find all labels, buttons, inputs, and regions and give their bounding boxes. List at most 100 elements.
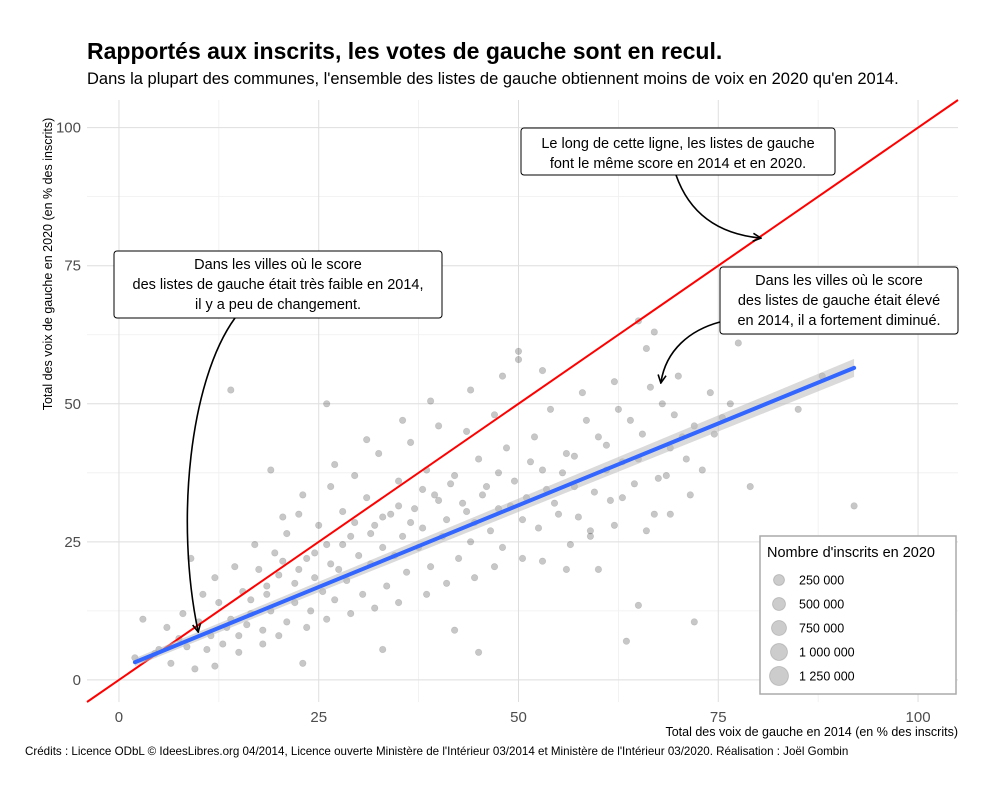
data-point	[299, 491, 307, 499]
data-point	[638, 430, 647, 438]
data-point	[586, 527, 595, 535]
data-point	[315, 521, 323, 529]
data-point	[574, 513, 583, 521]
data-point	[351, 518, 359, 527]
data-point	[375, 449, 383, 458]
data-point	[299, 659, 307, 667]
data-point	[459, 499, 467, 507]
data-point	[538, 466, 547, 474]
data-point	[658, 400, 666, 408]
data-point	[482, 483, 491, 491]
data-point	[650, 510, 658, 518]
data-point	[255, 565, 263, 574]
data-point	[451, 626, 459, 634]
data-point	[235, 632, 243, 640]
data-point	[379, 645, 387, 654]
data-point	[435, 496, 443, 505]
x-tick-label: 100	[906, 709, 931, 726]
data-point	[407, 518, 415, 527]
data-point	[323, 400, 331, 408]
data-point	[634, 601, 643, 609]
data-point	[259, 640, 267, 648]
data-point	[291, 579, 299, 587]
data-point	[139, 615, 147, 623]
data-point	[399, 416, 407, 424]
annotation-arrow-left	[186, 317, 236, 631]
data-point	[267, 466, 275, 474]
annotation-text: des listes de gauche était élevé	[738, 293, 940, 309]
data-point	[167, 659, 175, 667]
data-point	[263, 582, 271, 590]
legend-marker	[771, 620, 787, 636]
data-point	[706, 389, 714, 397]
data-point	[339, 507, 347, 516]
data-point	[443, 579, 451, 587]
data-point	[498, 372, 507, 380]
data-point	[570, 452, 579, 460]
data-point	[514, 347, 523, 355]
data-point	[562, 565, 571, 574]
chart-subtitle: Dans la plupart des communes, l'ensemble…	[87, 70, 899, 88]
data-point	[339, 540, 347, 549]
data-point	[283, 618, 291, 626]
data-point	[478, 491, 487, 499]
data-point	[726, 400, 734, 408]
annotation-text: il y a peu de changement.	[195, 297, 361, 313]
data-point	[371, 604, 379, 612]
data-point	[363, 436, 371, 444]
data-point	[387, 510, 395, 518]
data-point	[606, 496, 615, 505]
data-point	[690, 618, 698, 626]
data-point	[395, 598, 403, 607]
data-point	[231, 563, 239, 571]
data-point	[630, 480, 639, 488]
data-point	[475, 648, 483, 656]
data-point	[431, 491, 439, 499]
data-point	[530, 433, 539, 441]
data-point	[610, 378, 619, 386]
data-point	[355, 551, 363, 560]
data-point	[263, 590, 271, 598]
data-point	[399, 532, 407, 540]
data-point	[235, 648, 243, 656]
data-point	[494, 469, 503, 477]
legend-label: 500 000	[799, 598, 844, 612]
data-point	[203, 645, 211, 654]
data-point	[514, 356, 523, 364]
data-point	[642, 527, 651, 535]
annotation-text: Dans les villes où le score	[194, 257, 362, 273]
y-tick-label: 75	[64, 258, 81, 275]
data-point	[467, 386, 475, 394]
data-point	[463, 507, 471, 516]
data-point	[379, 513, 387, 521]
annotation-identity-line: Le long de cette ligne, les listes de ga…	[520, 127, 836, 176]
legend: Nombre d'inscrits en 2020 250 000 500 000…	[759, 535, 957, 695]
legend-marker	[772, 597, 786, 611]
data-point	[323, 540, 331, 549]
legend-marker	[773, 574, 785, 586]
legend-title: Nombre d'inscrits en 2020	[767, 545, 935, 561]
data-point	[367, 529, 375, 538]
data-point	[295, 565, 303, 574]
data-point	[351, 472, 359, 480]
data-point	[582, 416, 591, 424]
annotation-low-score: Dans les villes où le score des listes d…	[113, 250, 443, 319]
data-point	[502, 444, 511, 452]
data-point	[347, 532, 355, 540]
annotation-text: en 2014, il a fortement diminué.	[737, 313, 940, 329]
data-point	[211, 662, 219, 670]
data-point	[578, 389, 587, 397]
data-point	[622, 637, 631, 645]
chart-title: Rapportés aux inscrits, les votes de gau…	[87, 38, 723, 64]
annotation-arrow-right	[661, 321, 721, 382]
data-point	[395, 502, 403, 510]
legend-label: 1 000 000	[799, 646, 855, 660]
data-point	[443, 516, 451, 524]
data-point	[650, 328, 658, 336]
data-point	[395, 477, 403, 485]
data-point	[463, 427, 471, 436]
legend-label: 250 000	[799, 574, 844, 588]
data-point	[407, 438, 415, 447]
x-tick-label: 25	[310, 709, 327, 726]
